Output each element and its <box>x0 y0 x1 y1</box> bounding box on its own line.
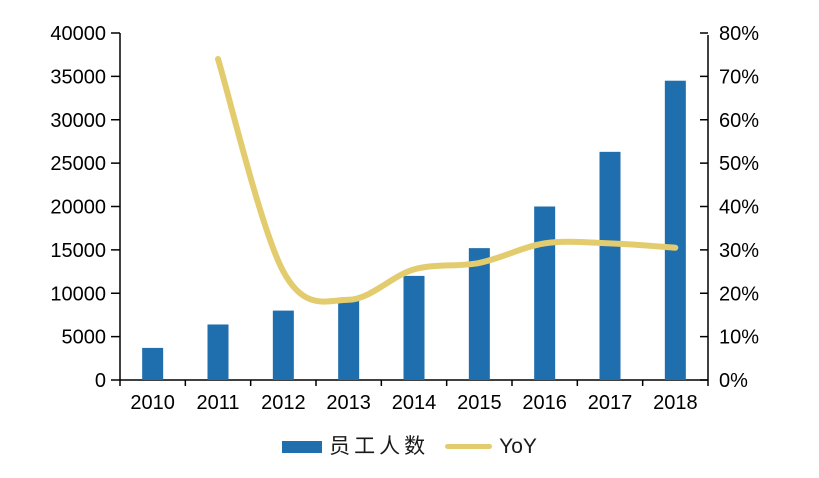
bar-2010 <box>142 347 164 380</box>
y-axis-left-label: 15000 <box>50 240 106 262</box>
bar-2018 <box>664 80 686 381</box>
bar-2011 <box>207 324 229 380</box>
bar-2017 <box>599 151 621 380</box>
x-axis-label: 2017 <box>588 392 633 414</box>
y-axis-right-label: 10% <box>719 327 759 349</box>
y-axis-left-label: 25000 <box>50 153 106 175</box>
legend-label-employees: 员工人数 <box>329 434 430 458</box>
y-axis-right-label: 40% <box>719 197 759 219</box>
x-axis-label: 2010 <box>130 392 175 414</box>
y-axis-left-label: 0 <box>95 370 106 392</box>
bar-2013 <box>338 298 360 380</box>
x-axis-label: 2014 <box>392 392 437 414</box>
y-axis-left-label: 35000 <box>50 66 106 88</box>
chart-legend: 员工人数 YoY <box>0 436 819 457</box>
y-axis-left-label: 10000 <box>50 283 106 305</box>
bar-2015 <box>468 248 490 380</box>
legend-item-employees: 员工人数 <box>282 436 429 457</box>
y-axis-right-label: 0% <box>719 370 748 392</box>
yoy-line <box>215 56 679 305</box>
bar-2016 <box>534 206 556 380</box>
x-axis-label: 2011 <box>196 392 239 414</box>
bar-series-swatch <box>282 440 323 453</box>
y-axis-right-label: 60% <box>719 110 759 132</box>
x-axis-label: 2018 <box>653 392 698 414</box>
y-axis-right-label: 50% <box>719 153 759 175</box>
bar-2014 <box>403 275 425 380</box>
legend-item-yoy: YoY <box>445 436 537 457</box>
y-axis-right-label: 30% <box>719 240 759 262</box>
line-series-swatch <box>445 444 493 449</box>
y-axis-right-label: 20% <box>719 283 759 305</box>
y-axis-left-label: 5000 <box>62 327 107 349</box>
y-axis-right-label: 80% <box>719 23 759 45</box>
legend-label-yoy: YoY <box>499 435 537 458</box>
x-axis-label: 2015 <box>457 392 502 414</box>
x-axis-label: 2016 <box>522 392 567 414</box>
x-axis-label: 2012 <box>261 392 306 414</box>
y-axis-right-label: 70% <box>719 66 759 88</box>
x-axis-label: 2013 <box>326 392 371 414</box>
y-axis-left-label: 40000 <box>50 23 106 45</box>
y-axis-left-label: 30000 <box>50 110 106 132</box>
y-axis-left-label: 20000 <box>50 197 106 219</box>
bar-2012 <box>272 310 294 380</box>
